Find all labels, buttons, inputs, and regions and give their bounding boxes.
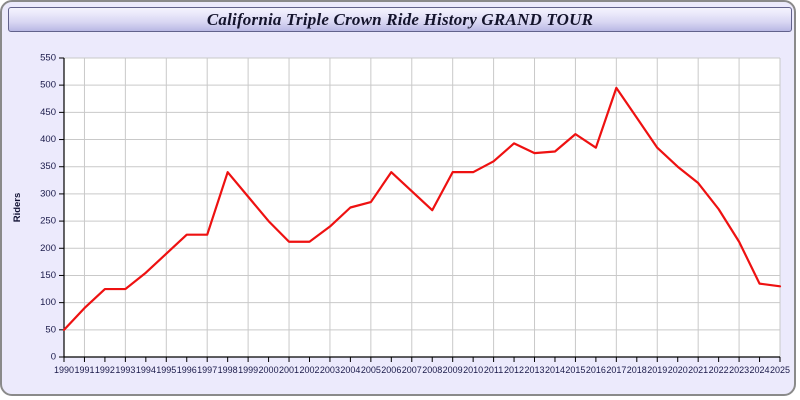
x-tick-label: 1992 — [95, 365, 115, 375]
x-tick-label: 1999 — [238, 365, 258, 375]
y-tick-label: 450 — [40, 107, 56, 118]
x-tick-label: 2024 — [750, 365, 770, 375]
x-tick-label: 2025 — [770, 365, 790, 375]
y-tick-label: 0 — [51, 352, 56, 363]
x-tick-label: 2010 — [463, 365, 483, 375]
x-tick-label: 1998 — [218, 365, 238, 375]
x-axis-ticks — [63, 357, 781, 362]
y-tick-label: 200 — [40, 243, 56, 254]
x-tick-label: 2022 — [709, 365, 729, 375]
x-tick-label: 2009 — [443, 365, 463, 375]
y-tick-label: 150 — [40, 270, 56, 281]
x-tick-label: 2002 — [299, 365, 319, 375]
x-tick-label: 2013 — [524, 365, 544, 375]
page-title: California Triple Crown Ride History GRA… — [206, 9, 594, 29]
y-axis-ticks — [59, 57, 64, 358]
x-tick-label: 1994 — [136, 365, 156, 375]
horizontal-gridlines — [64, 57, 780, 331]
y-axis-title: Riders — [12, 193, 23, 223]
window-titlebar: California Triple Crown Ride History GRA… — [8, 7, 792, 32]
x-tick-label: 2012 — [504, 365, 524, 375]
x-tick-label: 2021 — [688, 365, 708, 375]
y-axis-tick-labels: 0 50 100 150 200 250 300 350 400 450 500 550 — [40, 53, 56, 363]
data-series-riders — [62, 86, 782, 331]
y-tick-label: 500 — [40, 80, 56, 91]
x-tick-label: 2017 — [606, 365, 626, 375]
y-tick-label: 400 — [40, 134, 56, 145]
x-axis-tick-labels: 1990 1991 1992 1993 1994 1995 1996 1997 1998 1999… — [54, 365, 790, 375]
plot-background — [64, 58, 780, 357]
x-tick-label: 2001 — [279, 365, 299, 375]
x-tick-label: 1997 — [197, 365, 217, 375]
x-tick-label: 1993 — [115, 365, 135, 375]
x-tick-label: 2004 — [340, 365, 360, 375]
y-tick-label: 550 — [40, 53, 56, 64]
x-tick-label: 2007 — [402, 365, 422, 375]
x-tick-label: 2011 — [484, 365, 503, 375]
x-tick-label: 2006 — [381, 365, 401, 375]
y-tick-label: 350 — [40, 161, 56, 172]
y-tick-label: 50 — [45, 324, 56, 335]
x-tick-label: 2016 — [586, 365, 606, 375]
chart-canvas: 0 50 100 150 200 250 300 350 400 450 500 550 1990 19… — [2, 36, 794, 394]
y-tick-label: 300 — [40, 188, 56, 199]
x-tick-label: 2018 — [627, 365, 647, 375]
y-tick-label: 250 — [40, 216, 56, 227]
x-tick-label: 1990 — [54, 365, 74, 375]
x-tick-label: 2015 — [565, 365, 585, 375]
x-tick-label: 2005 — [361, 365, 381, 375]
x-tick-label: 1995 — [156, 365, 176, 375]
x-tick-label: 2003 — [320, 365, 340, 375]
x-tick-label: 2019 — [647, 365, 667, 375]
x-tick-label: 1991 — [74, 365, 94, 375]
x-tick-label: 2023 — [729, 365, 749, 375]
x-tick-label: 2014 — [545, 365, 565, 375]
vertical-gridlines — [83, 58, 781, 357]
x-tick-label: 1996 — [177, 365, 197, 375]
x-tick-label: 2000 — [259, 365, 279, 375]
x-tick-label: 2020 — [668, 365, 688, 375]
y-tick-label: 100 — [40, 297, 56, 308]
x-tick-label: 2008 — [422, 365, 442, 375]
